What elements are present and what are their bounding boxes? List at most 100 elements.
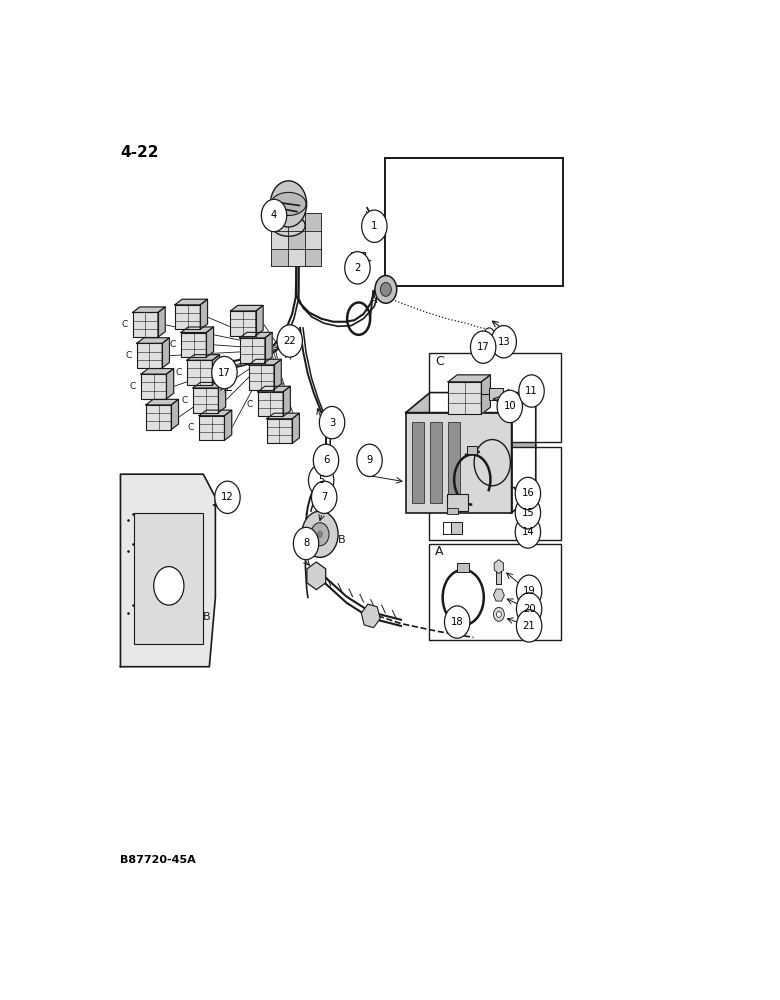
Bar (451, 522, 462, 534)
Bar (288, 231, 305, 249)
Bar (447, 494, 468, 511)
Polygon shape (175, 299, 207, 305)
Circle shape (362, 210, 387, 242)
Circle shape (302, 511, 338, 557)
Polygon shape (166, 369, 174, 399)
Text: 4: 4 (271, 210, 277, 220)
Bar (133, 312, 158, 337)
Text: C: C (126, 351, 132, 360)
Circle shape (491, 326, 516, 358)
Text: 3: 3 (329, 418, 335, 428)
Text: 18: 18 (451, 617, 463, 627)
Bar (271, 249, 288, 266)
Circle shape (484, 328, 494, 340)
Bar (146, 405, 172, 430)
Bar (288, 214, 305, 231)
Polygon shape (267, 413, 300, 419)
Polygon shape (256, 305, 263, 336)
Bar (175, 305, 200, 329)
Bar (305, 231, 321, 249)
Bar (193, 388, 218, 413)
Circle shape (317, 530, 323, 538)
Bar (136, 343, 162, 368)
Circle shape (154, 567, 184, 605)
Bar (457, 563, 470, 572)
Text: C: C (170, 340, 176, 349)
Text: A: A (370, 295, 378, 305)
Polygon shape (136, 338, 169, 343)
Circle shape (311, 481, 337, 513)
Polygon shape (120, 474, 215, 667)
Polygon shape (146, 399, 179, 405)
Bar (448, 422, 460, 503)
Polygon shape (212, 355, 220, 385)
Text: 11: 11 (525, 386, 538, 396)
Bar (199, 416, 225, 440)
Circle shape (308, 464, 334, 497)
Circle shape (277, 325, 303, 357)
Polygon shape (172, 399, 179, 430)
Text: 16: 16 (522, 488, 534, 498)
Polygon shape (257, 386, 290, 392)
Text: 17: 17 (477, 342, 490, 352)
Text: 15: 15 (522, 508, 534, 518)
Polygon shape (158, 307, 165, 337)
Circle shape (516, 497, 541, 529)
Circle shape (261, 199, 287, 232)
Circle shape (494, 607, 505, 621)
Text: 14: 14 (522, 527, 534, 537)
Bar (134, 513, 204, 644)
Bar (187, 360, 212, 385)
Text: 10: 10 (503, 401, 516, 411)
Text: 8: 8 (303, 538, 309, 548)
Text: C: C (176, 368, 182, 377)
Bar (447, 508, 458, 514)
Text: 22: 22 (283, 336, 296, 346)
Circle shape (516, 593, 542, 625)
Circle shape (223, 373, 232, 383)
Polygon shape (141, 369, 174, 374)
Polygon shape (206, 327, 214, 357)
Bar (271, 214, 288, 231)
Ellipse shape (272, 215, 305, 236)
Text: 5: 5 (318, 475, 324, 485)
Text: B87720-45A: B87720-45A (120, 855, 197, 865)
Bar (271, 214, 321, 266)
Bar (181, 333, 206, 357)
Text: 9: 9 (367, 455, 373, 465)
Text: 19: 19 (523, 586, 536, 596)
Bar (257, 392, 283, 416)
Circle shape (314, 444, 339, 477)
Bar (141, 374, 166, 399)
Bar (351, 252, 365, 262)
Polygon shape (187, 355, 220, 360)
Polygon shape (181, 327, 214, 333)
Bar (497, 568, 502, 584)
Text: 20: 20 (523, 604, 535, 614)
Bar (429, 447, 561, 540)
Text: C: C (246, 400, 253, 409)
Text: 13: 13 (498, 337, 510, 347)
Circle shape (497, 390, 523, 423)
Polygon shape (406, 393, 536, 413)
Bar (430, 422, 442, 503)
Text: 7: 7 (321, 492, 328, 502)
Bar (412, 422, 424, 503)
Circle shape (211, 356, 237, 389)
Text: B: B (204, 612, 211, 622)
Bar (406, 413, 512, 513)
Text: 4-22: 4-22 (120, 145, 159, 160)
Bar (489, 388, 502, 400)
Text: 17: 17 (218, 368, 231, 378)
Polygon shape (231, 305, 263, 311)
Polygon shape (239, 332, 272, 338)
Bar (271, 231, 288, 249)
Circle shape (319, 406, 345, 439)
Circle shape (381, 282, 392, 296)
Circle shape (470, 331, 496, 363)
Polygon shape (225, 410, 232, 440)
Polygon shape (448, 375, 491, 382)
Bar (305, 249, 321, 266)
Circle shape (516, 610, 542, 642)
Polygon shape (199, 410, 232, 416)
